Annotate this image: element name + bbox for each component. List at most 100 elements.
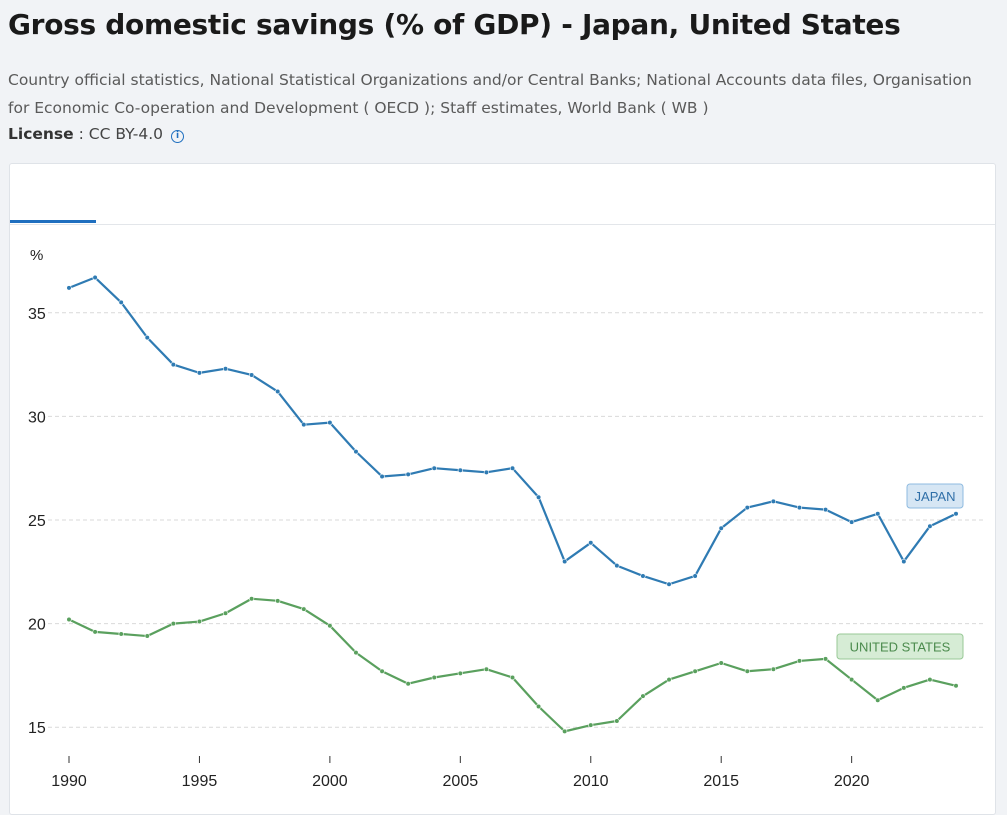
data-point-us — [379, 668, 385, 674]
data-point-us — [327, 623, 333, 629]
data-point-us — [196, 618, 203, 625]
data-point-japan — [849, 519, 855, 525]
data-point-japan — [901, 558, 907, 565]
series-line-japan — [68, 276, 957, 586]
data-point-us — [718, 660, 724, 666]
data-point-us — [953, 683, 959, 689]
data-point-us — [640, 693, 646, 699]
data-point-us — [796, 658, 803, 664]
y-tick-label: 35 — [28, 306, 46, 323]
x-tick-label: 2015 — [703, 773, 739, 790]
data-point-japan — [692, 573, 698, 579]
data-point-japan — [327, 420, 333, 426]
data-point-us — [744, 668, 750, 674]
data-point-us — [927, 676, 933, 683]
data-point-japan — [562, 558, 568, 565]
data-point-japan — [588, 540, 594, 546]
tab-bar — [10, 164, 995, 225]
data-point-japan — [431, 465, 437, 471]
data-point-japan — [770, 498, 776, 504]
data-point-us — [509, 674, 516, 681]
data-point-us — [457, 670, 463, 676]
data-point-japan — [509, 465, 516, 471]
data-point-japan — [405, 471, 411, 478]
data-point-japan — [379, 473, 385, 480]
data-point-japan — [483, 469, 490, 475]
data-point-japan — [927, 523, 933, 529]
data-point-us — [170, 621, 176, 627]
data-point-japan — [718, 525, 724, 531]
license-line: License : CC BY-4.0 i — [8, 125, 184, 143]
data-point-japan — [953, 511, 959, 517]
data-point-us — [353, 650, 359, 656]
data-point-us — [666, 676, 672, 683]
data-point-us — [875, 697, 881, 703]
data-point-us — [144, 633, 150, 639]
license-separator: : — [73, 125, 89, 143]
data-point-japan — [666, 581, 672, 587]
data-point-japan — [822, 507, 829, 513]
data-point-us — [535, 703, 542, 710]
data-point-us — [301, 606, 307, 612]
x-tick-label: 2010 — [573, 773, 609, 790]
data-point-japan — [535, 494, 542, 500]
data-point-japan — [640, 573, 646, 579]
data-point-us — [849, 676, 855, 683]
data-point-us — [562, 728, 568, 734]
x-tick-label: 2005 — [443, 773, 479, 790]
data-point-japan — [796, 504, 803, 511]
y-axis-label: % — [30, 247, 43, 264]
data-point-japan — [875, 511, 881, 517]
data-point-us — [692, 668, 698, 674]
series-label-box-japan — [906, 483, 964, 509]
x-tick-label: 1990 — [51, 773, 87, 790]
data-point-japan — [170, 361, 176, 368]
series-line-us — [68, 597, 957, 733]
data-point-japan — [66, 285, 72, 291]
series-label-us: UNITED STATES — [850, 640, 951, 655]
series-label-japan: JAPAN — [915, 489, 956, 504]
info-icon[interactable]: i — [170, 130, 184, 143]
data-point-us — [588, 722, 594, 728]
license-value: CC BY-4.0 — [88, 125, 163, 143]
y-tick-label: 20 — [28, 617, 46, 634]
line-chart: % 15 20 25 30 35 1990 1995 2000 2005 2010 2015 2020 J… — [28, 247, 983, 790]
data-point-us — [614, 718, 620, 724]
data-point-japan — [144, 335, 150, 341]
y-tick-label: 30 — [28, 409, 46, 426]
data-point-japan — [614, 562, 620, 569]
data-point-us — [431, 674, 437, 681]
data-point-japan — [275, 388, 281, 395]
x-tick-label: 1995 — [182, 773, 218, 790]
license-label: License — [8, 125, 74, 143]
data-point-us — [822, 656, 829, 662]
data-point-japan — [92, 274, 98, 281]
y-tick-label: 25 — [28, 513, 46, 530]
data-point-us — [901, 685, 907, 691]
data-point-us — [66, 616, 72, 623]
data-point-japan — [457, 467, 463, 473]
x-tick-label: 2000 — [312, 773, 348, 790]
data-point-japan — [118, 299, 124, 306]
chart-card: % 15 20 25 30 35 1990 1995 2000 2005 2010 2015 2020 J… — [9, 163, 996, 815]
data-point-us — [118, 631, 124, 637]
data-point-us — [222, 610, 229, 616]
data-point-us — [92, 629, 98, 635]
series-label-box-us — [836, 633, 964, 660]
data-point-japan — [301, 422, 307, 428]
data-point-japan — [353, 449, 359, 455]
data-point-us — [405, 681, 411, 687]
data-point-japan — [249, 372, 255, 378]
data-point-japan — [222, 366, 229, 372]
y-tick-label: 15 — [28, 720, 46, 737]
data-point-us — [770, 666, 776, 672]
x-tick-label: 2020 — [834, 773, 870, 790]
data-point-japan — [744, 504, 750, 511]
source-text: Country official statistics, National St… — [8, 71, 972, 117]
data-point-us — [249, 596, 255, 602]
data-point-us — [483, 666, 490, 672]
page-title: Gross domestic savings (% of GDP) - Japa… — [8, 8, 901, 41]
tab-active-indicator[interactable] — [10, 220, 96, 223]
data-point-us — [275, 598, 281, 604]
data-point-japan — [196, 370, 203, 376]
